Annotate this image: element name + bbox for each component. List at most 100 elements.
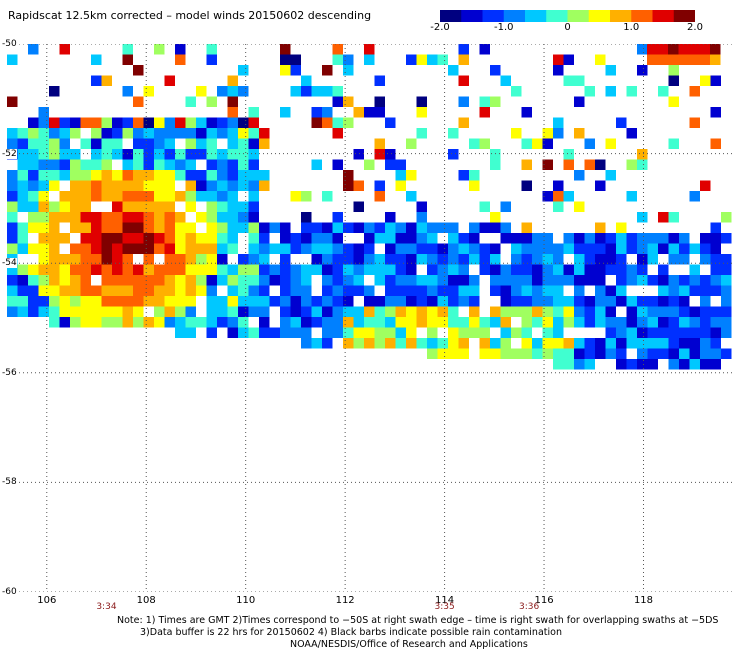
wind-pixel: [49, 128, 60, 139]
wind-pixel: [689, 317, 700, 328]
wind-pixel: [700, 348, 711, 359]
wind-pixel: [532, 254, 543, 265]
wind-pixel: [689, 285, 700, 296]
wind-pixel: [416, 107, 427, 118]
wind-pixel: [479, 44, 490, 55]
wind-pixel: [143, 233, 154, 244]
wind-pixel: [668, 306, 679, 317]
wind-pixel: [469, 254, 480, 265]
colorbar-segment: [673, 10, 695, 22]
wind-pixel: [448, 285, 459, 296]
wind-pixel: [311, 317, 322, 328]
wind-pixel: [700, 75, 711, 86]
wind-pixel: [647, 359, 658, 370]
wind-pixel: [353, 107, 364, 118]
wind-pixel: [164, 317, 175, 328]
wind-pixel: [164, 138, 175, 149]
wind-pixel: [311, 306, 322, 317]
wind-pixel: [322, 233, 333, 244]
wind-pixel: [112, 317, 123, 328]
longitude-tick-label: 116: [534, 595, 554, 606]
wind-pixel: [658, 348, 669, 359]
wind-pixel: [217, 159, 228, 170]
wind-pixel: [679, 306, 690, 317]
wind-pixel: [458, 54, 469, 65]
wind-pixel: [595, 306, 606, 317]
wind-pixel: [710, 222, 721, 233]
wind-pixel: [574, 338, 585, 349]
wind-pixel: [59, 138, 70, 149]
note-line-1: Note: 1) Times are GMT 2)Times correspon…: [117, 615, 719, 626]
wind-pixel: [458, 44, 469, 55]
wind-pixel: [668, 212, 679, 223]
wind-pixel: [175, 191, 186, 202]
wind-pixel: [385, 317, 396, 328]
wind-pixel: [196, 285, 207, 296]
wind-pixel: [563, 338, 574, 349]
wind-pixel: [542, 138, 553, 149]
wind-pixel: [248, 201, 259, 212]
wind-pixel: [521, 296, 532, 307]
wind-pixel: [175, 254, 186, 265]
wind-pixel: [574, 264, 585, 275]
wind-pixel: [196, 170, 207, 181]
wind-pixel: [521, 338, 532, 349]
wind-pixel: [227, 296, 238, 307]
wind-pixel: [290, 285, 301, 296]
wind-pixel: [280, 254, 291, 265]
wind-pixel: [721, 264, 732, 275]
wind-pixel: [385, 243, 396, 254]
wind-pixel: [490, 275, 501, 286]
wind-pixel: [143, 191, 154, 202]
colorbar-gradient: [440, 10, 695, 22]
wind-pixel: [143, 159, 154, 170]
wind-pixel: [637, 44, 648, 55]
wind-pixel: [469, 317, 480, 328]
wind-pixel: [385, 159, 396, 170]
wind-pixel: [280, 306, 291, 317]
wind-pixel: [689, 275, 700, 286]
wind-pixel: [248, 264, 259, 275]
wind-pixel: [49, 317, 60, 328]
wind-pixel: [343, 117, 354, 128]
wind-pixel: [668, 296, 679, 307]
wind-pixel: [143, 117, 154, 128]
wind-pixel: [290, 191, 301, 202]
wind-pixel: [185, 254, 196, 265]
wind-pixel: [175, 306, 186, 317]
wind-pixel: [364, 222, 375, 233]
wind-pixel: [332, 275, 343, 286]
latitude-tick-label: -52: [2, 148, 17, 159]
wind-pixel: [80, 285, 91, 296]
wind-pixel: [248, 327, 259, 338]
wind-pixel: [238, 201, 249, 212]
wind-pixel: [7, 138, 18, 149]
wind-pixel: [280, 327, 291, 338]
wind-pixel: [542, 348, 553, 359]
wind-pixel: [59, 264, 70, 275]
swath-time-label: 3:36: [519, 602, 540, 612]
wind-pixel: [259, 317, 270, 328]
wind-pixel: [322, 243, 333, 254]
wind-pixel: [458, 117, 469, 128]
longitude-tick-label: 114: [435, 595, 455, 606]
colorbar-segment: [588, 10, 611, 22]
wind-pixel: [238, 275, 249, 286]
wind-pixel: [101, 317, 112, 328]
wind-pixel: [196, 117, 207, 128]
wind-pixel: [721, 306, 732, 317]
wind-pixel: [595, 264, 606, 275]
wind-pixel: [542, 128, 553, 139]
wind-pixel: [416, 54, 427, 65]
wind-pixel: [143, 170, 154, 181]
wind-pixel: [353, 222, 364, 233]
wind-pixel: [332, 86, 343, 97]
wind-pixel: [101, 138, 112, 149]
wind-pixel: [28, 191, 39, 202]
wind-pixel: [49, 212, 60, 223]
note-line-2: 3)Data buffer is 22 hrs for 20150602 4) …: [140, 627, 562, 638]
wind-pixel: [112, 149, 123, 160]
wind-pixel: [7, 212, 18, 223]
wind-pixel: [668, 254, 679, 265]
wind-pixel: [469, 285, 480, 296]
